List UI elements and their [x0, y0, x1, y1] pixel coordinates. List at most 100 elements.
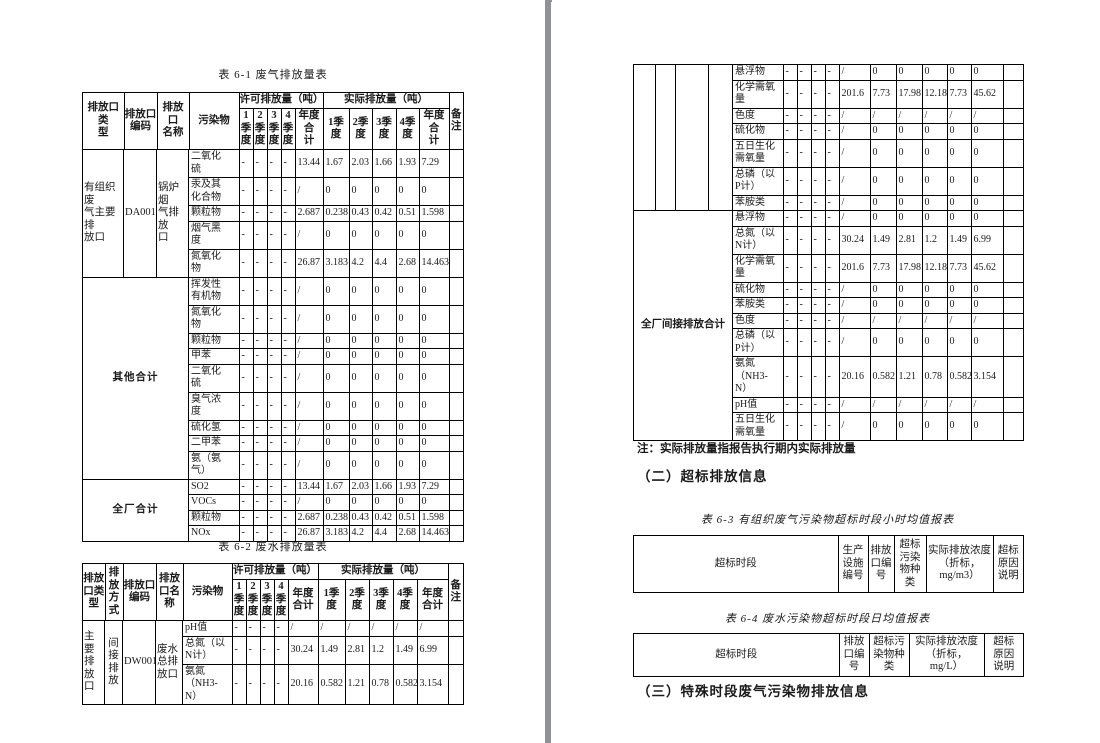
- permit-annual-cell: /: [839, 328, 871, 357]
- actual-q1-cell: 0.582: [870, 356, 897, 398]
- actual-q2-cell: 2.81: [896, 226, 923, 255]
- actual-q3-cell: 0: [372, 392, 397, 421]
- permit-q3-cell: -: [811, 65, 826, 81]
- permit-annual-cell: 30.24: [839, 226, 871, 255]
- permit-q4-cell: -: [274, 636, 289, 665]
- permit-annual-cell: /: [295, 177, 324, 206]
- permit-q3-cell: -: [267, 177, 282, 206]
- permit-q4-cell: -: [825, 108, 840, 124]
- permit-q4-cell: -: [281, 333, 296, 349]
- actual-q2-cell: 2.81: [345, 636, 370, 665]
- remark-cell: [449, 494, 463, 511]
- actual-q4-cell: 0: [396, 177, 420, 206]
- remark-cell: [1003, 254, 1023, 283]
- actual-q2-cell: 0.43: [349, 205, 373, 222]
- actual-q2-cell: 0: [896, 123, 923, 140]
- pollutant-rows: 悬浮物 - - - - / 0 0 0 0 0: [733, 65, 1023, 210]
- permit-q2-cell: -: [797, 108, 812, 124]
- pollutant-cell: 总磷（以 P计）: [733, 328, 784, 357]
- permit-q1-cell: -: [783, 313, 798, 329]
- permit-q2-cell: -: [797, 313, 812, 329]
- actual-q1-cell: 1.67: [323, 150, 350, 178]
- pollutant-cell: 化学需氧 量: [733, 80, 784, 109]
- actual-q1-cell: 3.183: [323, 525, 350, 541]
- actual-q1-cell: 7.73: [870, 80, 897, 109]
- header-exceedance-reason: 超标 原因 说明: [997, 545, 1019, 582]
- table-row: 色度 - - - - / / / / / /: [733, 108, 1023, 124]
- permit-q1-cell: -: [783, 80, 798, 109]
- actual-q4-cell: 0: [396, 420, 420, 436]
- pollutant-cell: 硫化物: [733, 282, 784, 298]
- remark-cell: [1003, 226, 1023, 255]
- permit-q4-cell: -: [825, 139, 840, 168]
- pollutant-rows: 二氧化 硫 - - - - 13.44 1.67 2.03 1.66 1.93 …: [189, 150, 463, 277]
- actual-q1-cell: 0: [870, 65, 897, 81]
- actual-q2-cell: 0: [896, 139, 923, 168]
- header-exceeding-pollutant: 超标 污染 物种 类: [894, 536, 927, 592]
- pollutant-cell: 苯胺类: [733, 195, 784, 210]
- permit-q4-cell: -: [825, 80, 840, 109]
- header-outlet-type: 排放 口类 型: [83, 564, 106, 621]
- permit-annual-cell: /: [839, 412, 871, 440]
- permit-q4-cell: -: [281, 305, 296, 334]
- header-permitted-group: 许可排放量（吨）: [232, 564, 319, 580]
- pollutant-cell: 苯胺类: [733, 297, 784, 314]
- permit-q3-cell: -: [267, 249, 282, 277]
- pollutant-cell: pH值: [183, 621, 233, 637]
- permit-annual-cell: /: [839, 108, 871, 124]
- permit-q2-cell: -: [246, 621, 261, 637]
- permit-annual-cell: /: [295, 333, 324, 349]
- permit-q3-cell: -: [267, 364, 282, 393]
- actual-q3-cell: 0: [372, 305, 397, 334]
- header-actual-annual: 年度 合计: [417, 579, 449, 621]
- actual-annual-cell: 6.99: [417, 636, 449, 665]
- header-permit-q3: 3 季 度: [260, 579, 275, 621]
- permit-q3-cell: -: [811, 167, 826, 196]
- actual-q1-cell: /: [870, 397, 897, 413]
- permit-q2-cell: -: [253, 364, 268, 393]
- actual-q4-cell: /: [947, 397, 972, 413]
- actual-q3-cell: 0: [372, 494, 397, 511]
- actual-q4-cell: 0: [947, 195, 972, 210]
- actual-q1-cell: 0: [870, 123, 897, 140]
- table-row: 氨氮 （NH3- N） - - - - 20.16 0.582 1.21 0.7…: [183, 664, 463, 704]
- table-row: 总氮（以 N计） - - - - 30.24 1.49 2.81 1.2 1.4…: [733, 226, 1023, 255]
- permit-q4-cell: -: [825, 313, 840, 329]
- permit-q3-cell: -: [811, 356, 826, 398]
- permit-q3-cell: -: [811, 397, 826, 413]
- pollutant-cell: SO2: [189, 479, 240, 495]
- header-actual-q3: 3季 度: [372, 108, 397, 150]
- actual-q3-cell: 0.78: [922, 356, 948, 398]
- discharge-mode-cell: 间 接 排 放: [105, 621, 123, 704]
- actual-annual-cell: 0: [419, 392, 450, 421]
- permit-q1-cell: -: [239, 451, 254, 479]
- header-actual-q1: 1季 度: [318, 579, 346, 621]
- actual-q1-cell: 3.183: [323, 249, 350, 277]
- actual-annual-cell: 1.598: [419, 205, 450, 222]
- permit-q1-cell: -: [239, 333, 254, 349]
- table-6-3-header-row: 超标时段 生产 设施 编号 排放 口编 号 超标 污染 物种 类 实际排放浓度 …: [634, 536, 1023, 592]
- permit-q1-cell: -: [239, 177, 254, 206]
- actual-q3-cell: 0: [372, 348, 397, 365]
- actual-annual-cell: /: [417, 621, 449, 637]
- permit-q3-cell: -: [267, 510, 282, 526]
- permit-q2-cell: -: [246, 664, 261, 704]
- permit-q4-cell: -: [281, 479, 296, 495]
- actual-q1-cell: 0: [323, 451, 350, 479]
- remark-cell: [1003, 282, 1023, 298]
- permit-q1-cell: -: [239, 221, 254, 250]
- permit-q3-cell: -: [267, 348, 282, 365]
- pollutant-cell: 颗粒物: [189, 510, 240, 526]
- header-permit-q3: 3 季 度: [267, 108, 282, 150]
- actual-annual-cell: 0: [971, 282, 1004, 298]
- actual-annual-cell: 0: [971, 211, 1004, 227]
- permit-q3-cell: -: [267, 150, 282, 178]
- permit-q4-cell: -: [281, 364, 296, 393]
- remark-cell: [449, 364, 463, 393]
- pollutant-cell: 色度: [733, 313, 784, 329]
- actual-q4-cell: 0.582: [393, 664, 418, 704]
- permit-q4-cell: -: [281, 205, 296, 222]
- permit-q1-cell: -: [239, 392, 254, 421]
- remark-cell: [449, 451, 463, 479]
- permit-q1-cell: -: [239, 479, 254, 495]
